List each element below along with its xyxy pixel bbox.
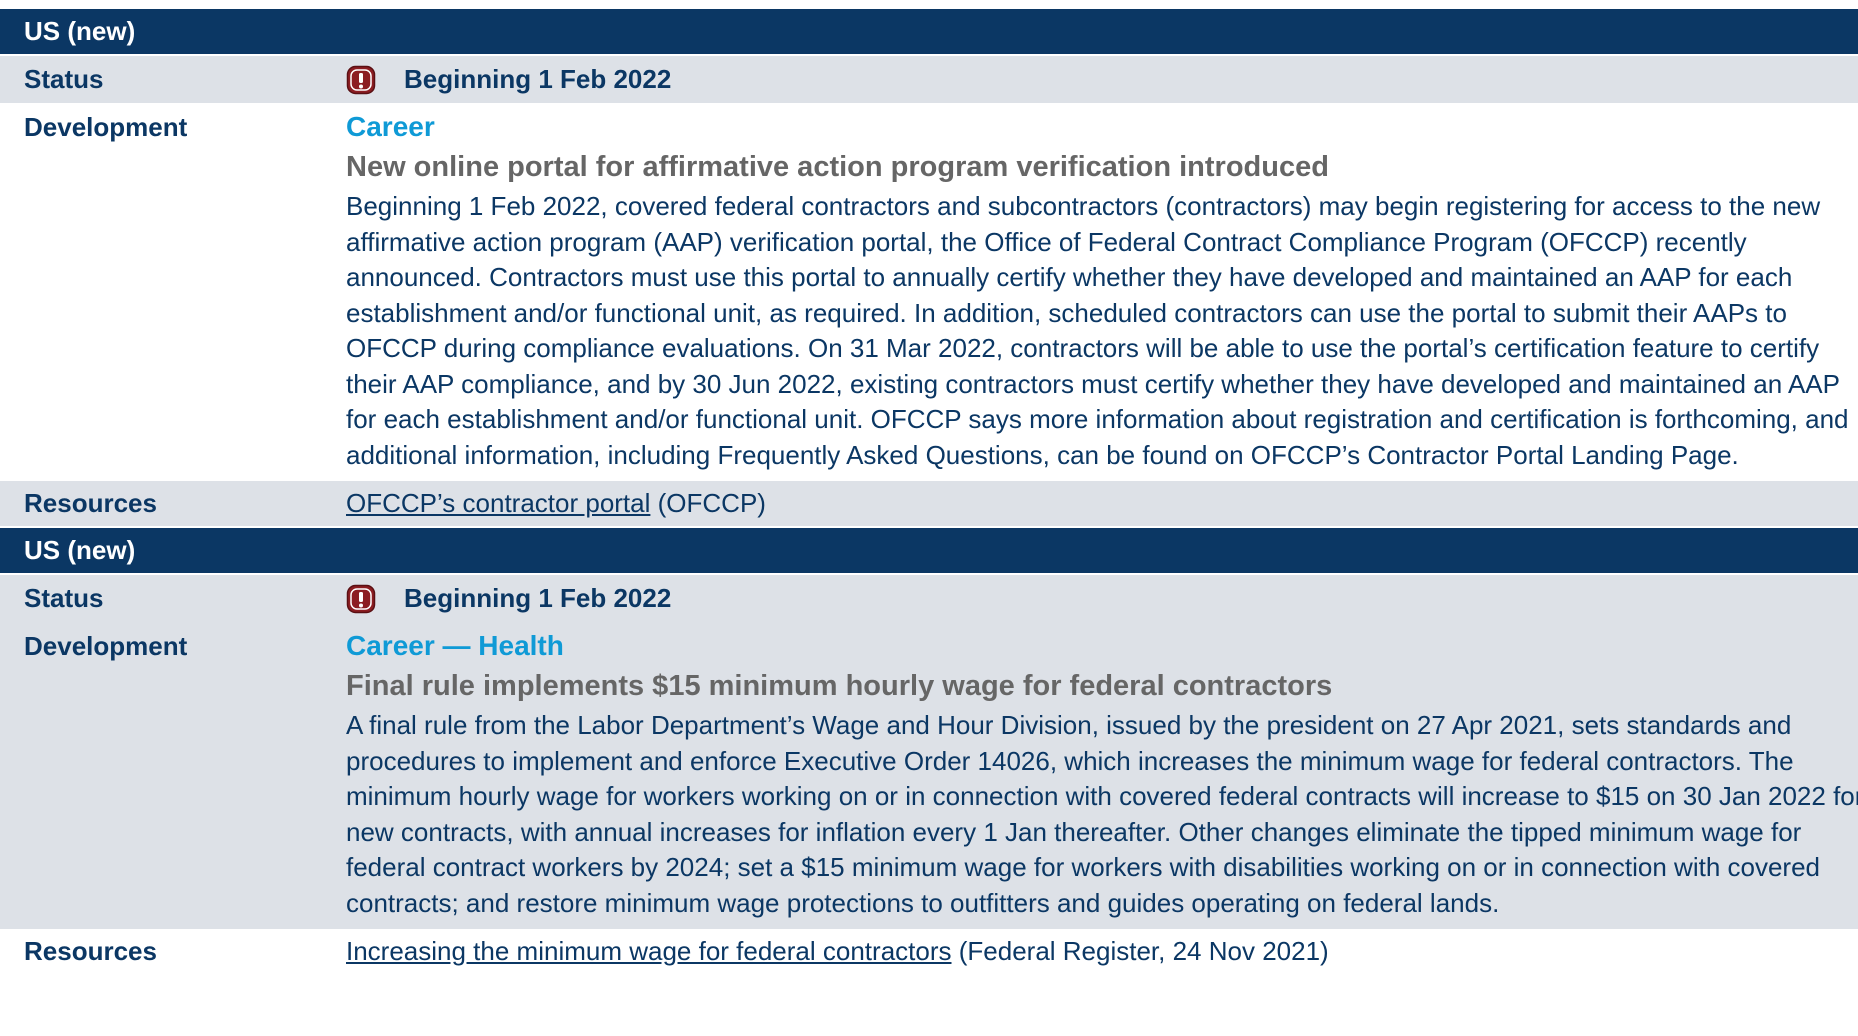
section-header: US (new): [0, 9, 1858, 54]
body-text: Beginning 1 Feb 2022, covered federal co…: [346, 191, 1849, 470]
resources-value: OFCCP’s contractor portal (OFCCP): [346, 481, 1858, 526]
headline: Final rule implements $15 minimum hourly…: [346, 670, 1333, 702]
headline: New online portal for affirmative action…: [346, 151, 1329, 183]
resource-link[interactable]: Increasing the minimum wage for federal …: [346, 936, 952, 966]
category: Career — Health: [346, 630, 564, 661]
status-value: Beginning 1 Feb 2022: [346, 575, 1858, 622]
resources-value: Increasing the minimum wage for federal …: [346, 929, 1858, 974]
development-value: Career New online portal for affirmative …: [346, 109, 1858, 473]
status-label: Status: [24, 64, 104, 94]
status-value: Beginning 1 Feb 2022: [346, 56, 1858, 103]
body-text: A final rule from the Labor Department’s…: [346, 710, 1858, 918]
resources-label: Resources: [24, 936, 157, 966]
development-label: Development: [24, 631, 188, 661]
status-text: Beginning 1 Feb 2022: [404, 583, 672, 613]
alert-icon: [346, 65, 376, 94]
category: Career: [346, 111, 435, 142]
development-row: Development Career New online portal for a…: [0, 103, 1858, 481]
resources-row: Resources OFCCP’s contractor portal (OFCC…: [0, 481, 1858, 526]
section-header: US (new): [0, 528, 1858, 573]
resource-source: (OFCCP): [657, 488, 766, 518]
status-row: Status Beginning 1 Feb 2022: [0, 575, 1858, 622]
resource-source: (Federal Register, 24 Nov 2021): [958, 936, 1329, 966]
status-text: Beginning 1 Feb 2022: [404, 64, 672, 94]
development-row: Development Career — Health Final rule imp…: [0, 622, 1858, 929]
development-label: Development: [24, 112, 188, 142]
alert-icon: [346, 584, 376, 613]
status-row: Status Beginning 1 Feb 2022: [0, 56, 1858, 103]
resources-row: Resources Increasing the minimum wage for…: [0, 929, 1858, 974]
resources-label: Resources: [24, 488, 157, 518]
resource-link[interactable]: OFCCP’s contractor portal: [346, 488, 651, 518]
development-value: Career — Health Final rule implements $15…: [346, 628, 1858, 921]
status-label: Status: [24, 583, 104, 613]
